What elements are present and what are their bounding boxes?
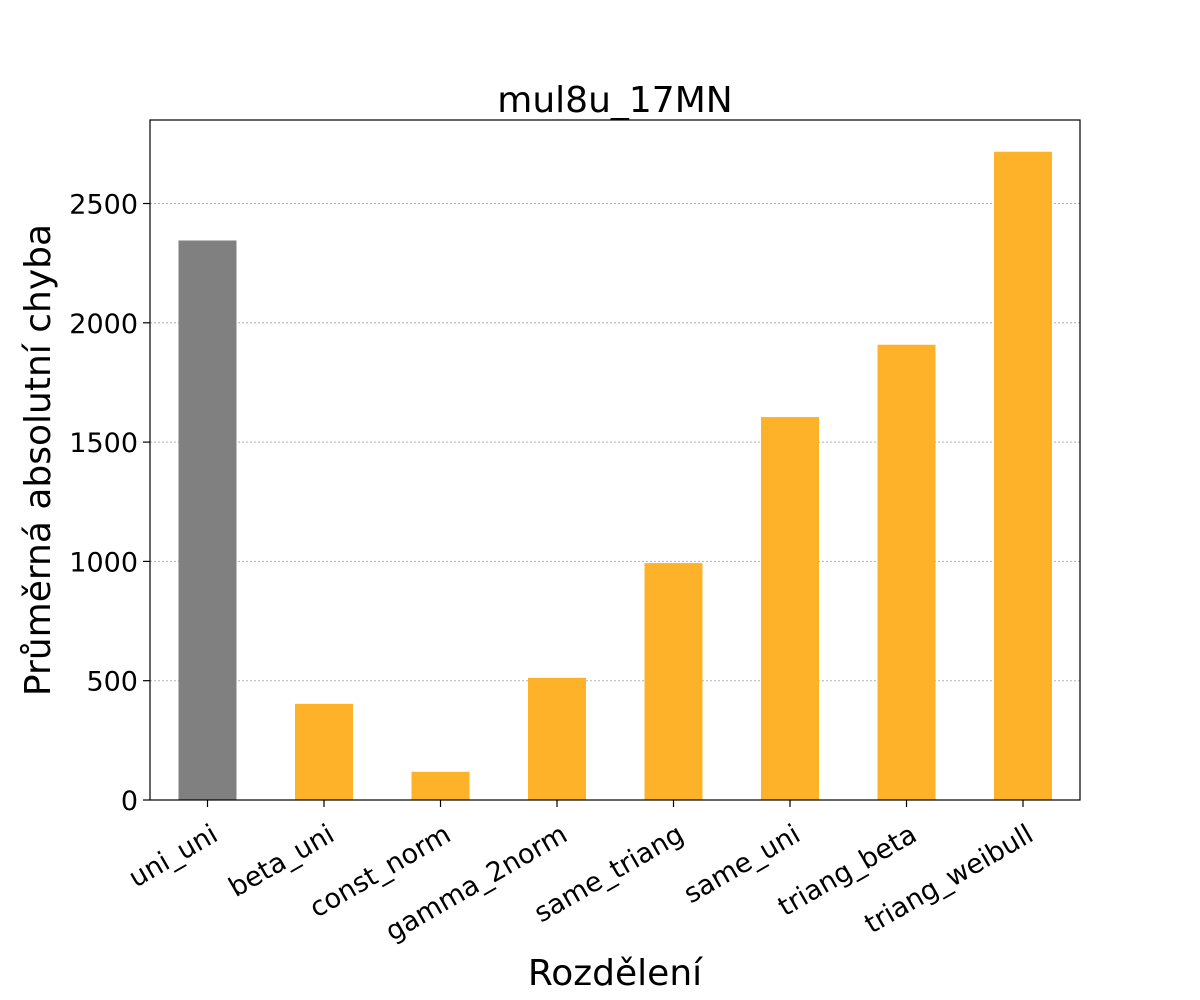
bar-same-triang — [644, 563, 703, 800]
plot-frame — [149, 119, 1081, 801]
bar-same-uni — [761, 417, 819, 800]
y-tick-label: 0 — [121, 786, 138, 817]
chart-title: mul8u_17MN — [497, 80, 732, 121]
bar-triang-weibull — [994, 151, 1052, 800]
y-tick-label: 500 — [86, 667, 138, 698]
y-tick-label: 2500 — [69, 190, 138, 221]
bar-gamma-2norm — [528, 677, 586, 800]
y-tick-label: 1000 — [69, 547, 138, 578]
bars — [178, 151, 1052, 801]
y-axis-label: Průměrná absolutní chyba — [18, 224, 59, 696]
x-axis-label: Rozdělení — [528, 953, 703, 994]
bar-const-norm — [411, 771, 470, 800]
x-tick-label: uni_uni — [124, 819, 223, 894]
bar-uni-uni — [178, 240, 237, 801]
grid-lines — [150, 203, 1080, 682]
y-tick-label: 2000 — [69, 309, 138, 340]
bar-beta-uni — [295, 703, 353, 800]
x-axis: uni_uni beta_uniconst_normgamma_2normsame… — [124, 800, 1039, 948]
y-tick-label: 1500 — [69, 428, 138, 459]
y-axis: 0 500 1000 1500 2000 2500 — [69, 190, 150, 817]
bar-triang-beta — [877, 344, 936, 800]
